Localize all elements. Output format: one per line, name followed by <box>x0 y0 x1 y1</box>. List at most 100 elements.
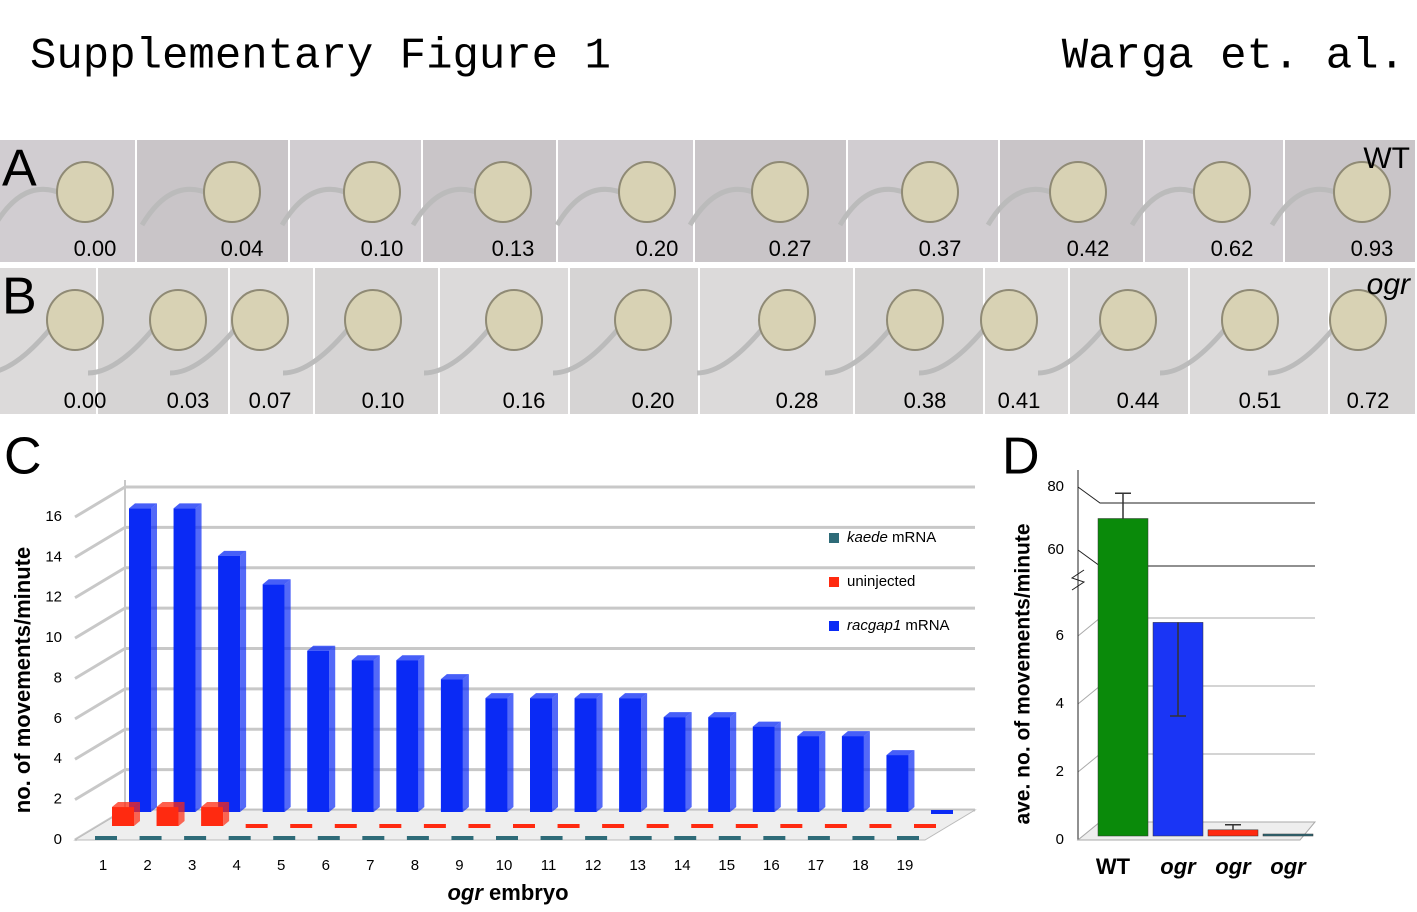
bar <box>931 810 953 814</box>
bar <box>914 824 936 828</box>
bar-top <box>752 721 781 727</box>
x-tick-label: 9 <box>455 857 463 874</box>
bar <box>691 824 714 828</box>
embryo <box>344 289 402 351</box>
grid-line <box>74 485 975 519</box>
bar-side <box>195 503 202 812</box>
bar-top <box>708 712 737 718</box>
figure-title: Supplementary Figure 1 <box>30 32 611 82</box>
bar <box>629 836 652 840</box>
bar <box>201 807 224 826</box>
bar <box>602 824 625 828</box>
embryo-tail <box>824 321 897 376</box>
bar-top <box>156 802 185 808</box>
x-tick-label: 15 <box>718 857 735 874</box>
bar-top <box>797 731 826 737</box>
grid-line <box>74 525 975 559</box>
grid-line <box>74 727 975 761</box>
bar <box>307 650 330 812</box>
time-label: 0.42 <box>1067 236 1110 261</box>
bar <box>496 836 518 840</box>
legend-label: racgap1 mRNA <box>847 617 950 634</box>
time-label: 0.51 <box>1239 388 1282 413</box>
y-tick-label: 80 <box>1047 478 1064 495</box>
x-tick-label: 7 <box>366 857 374 874</box>
x-tick-label: 2 <box>143 857 151 874</box>
embryo <box>901 161 959 223</box>
bar-side <box>373 655 380 812</box>
bar <box>513 824 535 828</box>
embryo <box>1049 161 1107 223</box>
bar <box>218 555 241 812</box>
y-tick-label: 2 <box>1056 763 1064 780</box>
embryo <box>231 289 289 351</box>
x-tick-label: ogr <box>1160 854 1197 879</box>
bar-top <box>396 655 425 661</box>
bar-top <box>619 693 648 699</box>
y-tick-label: 8 <box>54 669 62 686</box>
bar <box>718 836 741 840</box>
bar <box>129 508 151 812</box>
panel-letter: B <box>2 268 37 326</box>
time-label: 0.72 <box>1347 388 1390 413</box>
time-label: 0.93 <box>1351 236 1394 261</box>
bar-side <box>685 712 692 812</box>
y-tick-label: 6 <box>1056 627 1064 644</box>
bar-top <box>307 645 336 651</box>
bar-side <box>418 655 425 812</box>
x-tick-label: 16 <box>763 857 780 874</box>
panel-letter: A <box>2 140 37 198</box>
bar-side <box>730 712 737 812</box>
y-tick-label: 60 <box>1047 541 1064 558</box>
y-tick-label: 16 <box>45 508 62 525</box>
bar-top <box>663 712 692 718</box>
bar <box>379 824 402 828</box>
bar-side <box>240 550 247 812</box>
y-tick-label: 0 <box>54 831 62 848</box>
y-tick-label: 14 <box>45 548 62 565</box>
bar <box>735 824 758 828</box>
bar <box>824 824 847 828</box>
time-label: 0.62 <box>1211 236 1254 261</box>
embryo-tail <box>282 321 355 376</box>
embryo <box>751 161 809 223</box>
bar <box>886 755 909 812</box>
x-tick-label: 13 <box>629 857 646 874</box>
embryo-tail <box>169 321 242 376</box>
bar <box>780 824 803 828</box>
embryo <box>1193 161 1251 223</box>
embryo <box>614 289 672 351</box>
y-tick-label: 12 <box>45 589 62 606</box>
bar <box>663 717 686 812</box>
time-label: 0.28 <box>776 388 819 413</box>
x-tick-label: 17 <box>808 857 825 874</box>
bar <box>228 836 251 840</box>
embryo <box>56 161 114 223</box>
panel-letter: D <box>1002 428 1040 486</box>
bar-top <box>485 693 514 699</box>
x-axis-label: ogr embryo <box>447 880 568 905</box>
time-label: 0.20 <box>636 236 679 261</box>
bar-side <box>596 693 603 812</box>
embryo-tail <box>696 321 769 376</box>
x-tick-label: 10 <box>496 857 513 874</box>
y-tick-label: 4 <box>54 750 62 767</box>
embryo-tail <box>1267 321 1340 376</box>
bar <box>273 836 296 840</box>
bar-side <box>223 802 230 826</box>
bar <box>423 824 446 828</box>
y-tick-label: 2 <box>54 791 62 808</box>
embryo-tail <box>0 321 57 373</box>
legend-swatch <box>829 577 839 587</box>
bar <box>440 679 463 812</box>
embryo-tail <box>918 321 991 376</box>
x-tick-label: 12 <box>585 857 602 874</box>
bar-side <box>462 674 469 812</box>
legend-label: kaede mRNA <box>847 529 936 546</box>
bar-top <box>173 503 202 509</box>
x-tick-label: ogr <box>1270 854 1307 879</box>
time-label: 0.13 <box>492 236 535 261</box>
bar <box>585 836 608 840</box>
axis-break <box>1070 569 1086 591</box>
